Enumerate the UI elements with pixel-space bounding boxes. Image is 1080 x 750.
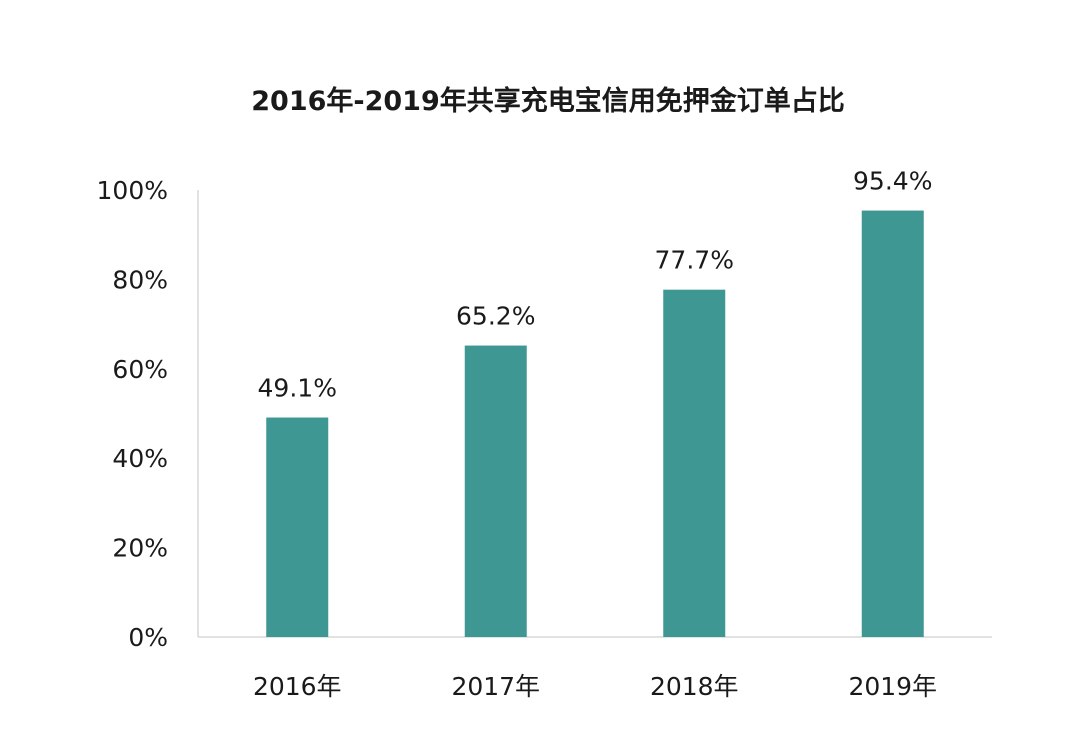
data-label: 49.1% <box>258 374 337 403</box>
y-tick-label: 20% <box>112 534 168 563</box>
y-tick-label: 100% <box>97 176 168 205</box>
y-tick-label: 60% <box>112 355 168 384</box>
x-tick-label: 2018年 <box>650 672 739 701</box>
y-axis: 0% 20% 40% 60% 80% 100% <box>97 176 199 652</box>
x-axis: 2016年 2017年 2018年 2019年 <box>198 636 992 701</box>
chart-title: 2016年-2019年共享充电宝信用免押金订单占比 <box>251 85 845 117</box>
y-tick-label: 0% <box>128 623 168 652</box>
x-tick-label: 2017年 <box>451 672 540 701</box>
y-tick-label: 40% <box>112 444 168 473</box>
data-label: 95.4% <box>853 167 932 196</box>
x-tick-label: 2019年 <box>848 672 937 701</box>
y-tick-label: 80% <box>112 265 168 294</box>
bar-2016年 <box>266 417 329 637</box>
bar-2017年 <box>464 345 527 637</box>
bar-2019年 <box>861 210 924 637</box>
data-labels: 49.1% 65.2% 77.7% 95.4% <box>258 167 933 403</box>
bar-2018年 <box>663 289 726 637</box>
bars <box>266 210 924 637</box>
data-label: 77.7% <box>655 246 734 275</box>
data-label: 65.2% <box>456 302 535 331</box>
x-tick-label: 2016年 <box>253 672 342 701</box>
